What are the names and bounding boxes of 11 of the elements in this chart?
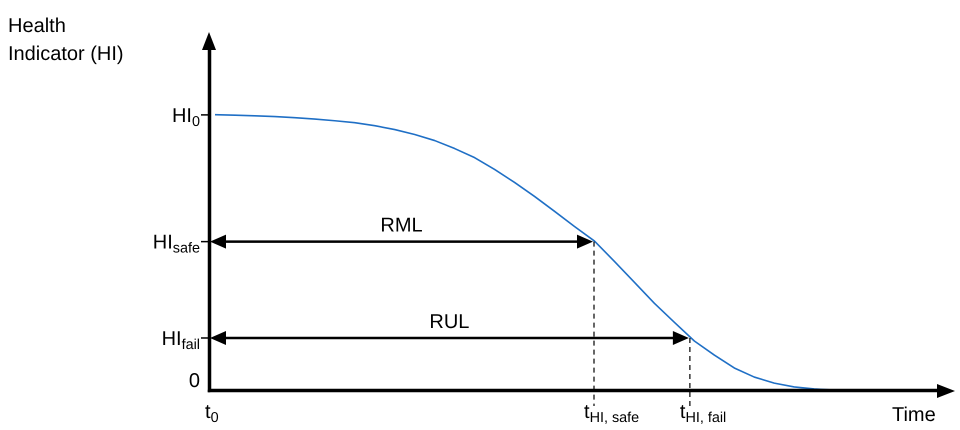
text: 0 <box>188 370 200 392</box>
ref-line-label: RML <box>380 214 423 237</box>
text: HI$_{0}$ <box>172 104 200 130</box>
text: HI$_{fail}$ <box>162 328 200 354</box>
x-axis-title: Time <box>892 404 936 426</box>
y-axis-title: Health Indicator (HI) <box>8 15 124 65</box>
text: t$_{HI, safe}$ <box>584 401 640 426</box>
text: t$_{HI, fail}$ <box>680 401 726 426</box>
text: HI$_{safe}$ <box>152 232 200 257</box>
text: t$_{0}$ <box>205 401 219 426</box>
ref-line-label: RUL <box>429 310 470 333</box>
